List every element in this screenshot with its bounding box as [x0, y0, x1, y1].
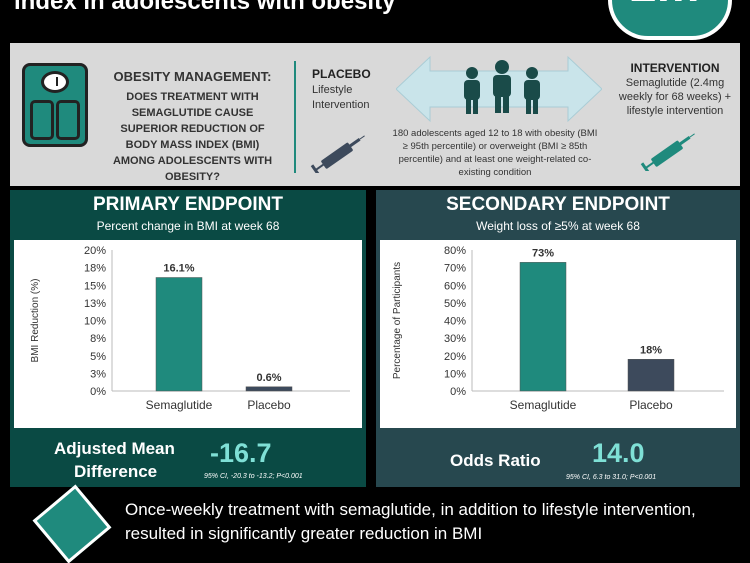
y-tick-label: 13% — [84, 298, 106, 310]
intervention-text: Semaglutide (2.4mg weekly for 68 weeks) … — [618, 77, 732, 117]
x-tick-label: Semaglutide — [146, 398, 213, 412]
result-label: Odds Ratio — [450, 451, 541, 470]
divider — [294, 61, 296, 173]
x-tick-label: Placebo — [629, 398, 673, 412]
y-tick-label: 15% — [84, 280, 106, 292]
secondary-bar-chart: 0% 10% 20% 30% 40% 50% 60% 70% 80% Percentage of … — [392, 245, 724, 412]
secondary-result: Odds Ratio 14.0 95% CI, 6.3 to 31.0; P<0… — [376, 430, 740, 487]
y-tick-label: 60% — [444, 280, 466, 292]
x-tick-label: Semaglutide — [510, 398, 577, 412]
y-tick-label: 30% — [444, 333, 466, 345]
primary-endpoint-panel: PRIMARY ENDPOINT Percent change in BMI a… — [10, 190, 366, 487]
page-title: index in adolescents with obesity — [14, 0, 396, 15]
logo-text: 2m — [630, 0, 699, 13]
question-heading: OBESITY MANAGEMENT: — [113, 69, 272, 84]
data-label: 18% — [640, 344, 662, 356]
data-label: 73% — [532, 247, 554, 259]
y-tick-label: 70% — [444, 263, 466, 275]
study-design-panel: OBESITY MANAGEMENT: Does treatment with … — [10, 43, 740, 186]
y-axis-label: Percentage of Participants — [392, 262, 403, 379]
header-bar: index in adolescents with obesity 2m — [0, 0, 750, 40]
y-tick-label: 20% — [444, 351, 466, 363]
secondary-subheading: Weight loss of ≥5% at week 68 — [476, 219, 640, 233]
y-tick-label: 10% — [444, 368, 466, 380]
primary-subheading: Percent change in BMI at week 68 — [96, 219, 280, 233]
footer-bar: Once-weekly treatment with semaglutide, … — [0, 484, 750, 563]
y-tick-label: 10% — [84, 316, 106, 328]
result-label-line1: Adjusted Mean — [54, 439, 175, 458]
journal-logo: 2m — [608, 0, 732, 40]
intervention-heading: INTERVENTION — [630, 61, 720, 75]
result-label-line2: Difference — [74, 462, 158, 481]
y-tick-label: 3% — [90, 368, 106, 380]
data-label: 16.1% — [163, 262, 194, 274]
y-tick-label: 50% — [444, 298, 466, 310]
y-tick-label: 0% — [90, 386, 106, 398]
syringe-icon-placebo — [310, 135, 365, 173]
syringe-icon-intervention — [640, 133, 695, 171]
question-body: Does treatment with semaglutide cause su… — [112, 91, 273, 183]
primary-result: Adjusted Mean Difference -16.7 95% CI, -… — [10, 430, 366, 487]
y-tick-label: 8% — [90, 333, 106, 345]
secondary-heading: SECONDARY ENDPOINT — [446, 194, 670, 215]
result-value: -16.7 — [210, 438, 272, 468]
y-tick-label: 80% — [444, 245, 466, 257]
secondary-chart-box: 0% 10% 20% 30% 40% 50% 60% 70% 80% Percentage of … — [380, 240, 736, 428]
y-tick-label: 40% — [444, 316, 466, 328]
data-label: 0.6% — [256, 372, 281, 384]
y-tick-label: 5% — [90, 351, 106, 363]
placebo-heading: PLACEBO — [312, 67, 371, 81]
y-tick-label: 0% — [450, 386, 466, 398]
result-ci: 95% CI, -20.3 to -13.2; P<0.001 — [204, 473, 303, 480]
result-ci: 95% CI, 6.3 to 31.0; P<0.001 — [566, 474, 657, 481]
bar-semaglutide — [155, 277, 203, 392]
primary-chart-box: 0% 3% 5% 8% 10% 13% 15% 18% 20% BMI Reduction (%)… — [14, 240, 362, 428]
primary-heading: PRIMARY ENDPOINT — [92, 194, 284, 215]
y-tick-label: 20% — [84, 245, 106, 257]
footer-text: Once-weekly treatment with semaglutide, … — [125, 500, 696, 543]
primary-bar-chart: 0% 3% 5% 8% 10% 13% 15% 18% 20% BMI Reduction (%)… — [30, 245, 350, 412]
scale-icon — [22, 63, 88, 147]
bar-placebo — [245, 386, 293, 392]
placebo-text: Lifestyle Intervention — [312, 84, 370, 111]
result-value: 14.0 — [592, 438, 645, 468]
people-arrow-icon — [396, 55, 602, 123]
population-text: 180 adolescents aged 12 to 18 with obesi… — [392, 128, 598, 178]
y-tick-label: 18% — [84, 263, 106, 275]
y-axis-label: BMI Reduction (%) — [30, 279, 41, 363]
x-tick-label: Placebo — [247, 398, 291, 412]
bar-semaglutide — [519, 262, 567, 392]
bar-placebo — [627, 359, 675, 392]
pen-icon — [32, 484, 112, 563]
secondary-endpoint-panel: SECONDARY ENDPOINT Weight loss of ≥5% at… — [376, 190, 740, 487]
